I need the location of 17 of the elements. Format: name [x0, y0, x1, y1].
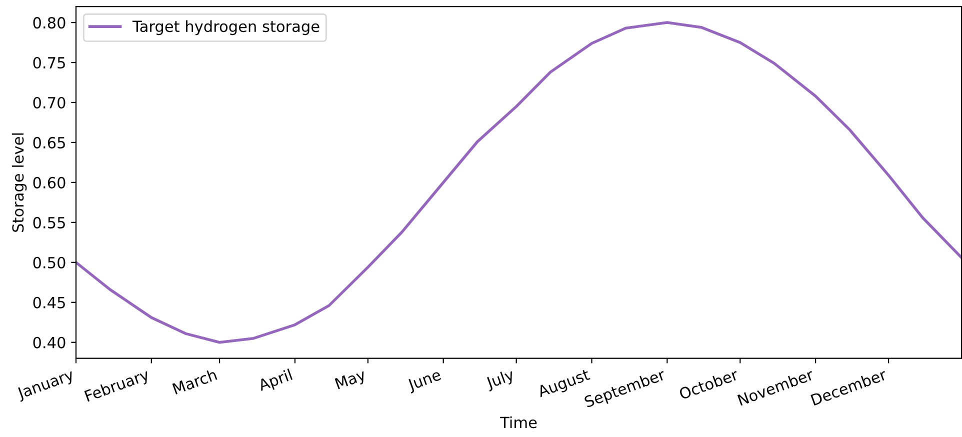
y-tick-label: 0.80 [33, 17, 66, 29]
y-axis-title: Storage level [12, 133, 27, 232]
x-tick-label: July [484, 368, 516, 392]
y-tick-label: 0.65 [33, 136, 65, 148]
y-tick-label: 0.40 [33, 336, 66, 348]
y-tick-label: 0.70 [33, 96, 66, 109]
x-tick-label: May [334, 368, 368, 392]
x-tick-label: March [172, 368, 218, 395]
y-tick-label: 0.75 [33, 56, 65, 69]
x-axis-title: Time [500, 416, 537, 428]
legend-label: Target hydrogen storage [132, 20, 320, 36]
y-tick-label: 0.45 [33, 296, 65, 308]
x-tick-label: June [406, 368, 443, 394]
y-tick-label: 0.60 [33, 176, 66, 188]
y-tick-label: 0.50 [33, 256, 66, 268]
x-tick-label: April [257, 368, 294, 394]
y-tick-label: 0.55 [33, 216, 65, 228]
